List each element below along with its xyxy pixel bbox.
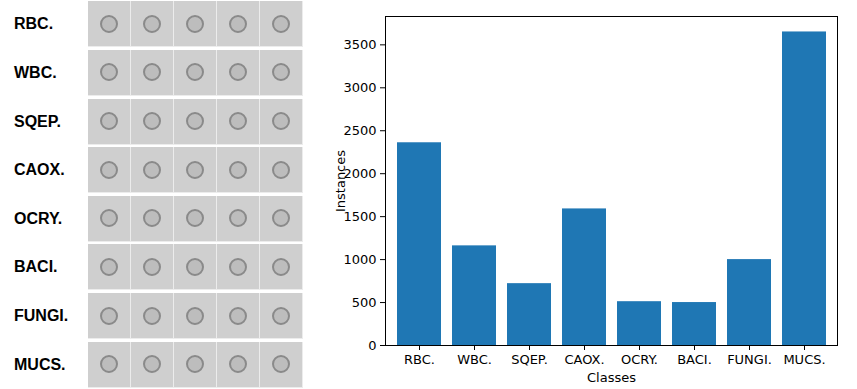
html-text:MUCS.: MUCS. <box>14 355 66 373</box>
html-text:CAOX.: CAOX. <box>14 161 65 179</box>
svg-text:Instances: Instances <box>333 150 348 212</box>
svg-text:OCRY.: OCRY. <box>621 352 658 367</box>
svg-text:3500: 3500 <box>343 37 376 52</box>
html-text:FUNGI.: FUNGI. <box>14 307 69 325</box>
svg-text:1500: 1500 <box>343 209 376 224</box>
svg-text:WBC.: WBC. <box>457 352 492 367</box>
svg-text:2000: 2000 <box>343 166 376 181</box>
svg-text:500: 500 <box>352 295 377 310</box>
html-text:SQEP.: SQEP. <box>14 112 61 130</box>
svg-text:CAOX.: CAOX. <box>564 352 604 367</box>
html-text:OCRY.: OCRY. <box>14 209 63 227</box>
svg-text:MUCS.: MUCS. <box>783 352 825 367</box>
svg-text:2500: 2500 <box>343 123 376 138</box>
svg-text:1000: 1000 <box>343 252 376 267</box>
svg-text:3000: 3000 <box>343 80 376 95</box>
svg-text:SQEP.: SQEP. <box>511 352 548 367</box>
svg-text:Classes: Classes <box>587 370 636 385</box>
svg-text:FUNGI.: FUNGI. <box>727 352 772 367</box>
html-text:RBC.: RBC. <box>14 15 54 33</box>
svg-text:RBC.: RBC. <box>404 352 435 367</box>
svg-text:0: 0 <box>368 338 376 353</box>
svg-text:BACI.: BACI. <box>677 352 712 367</box>
html-text:WBC.: WBC. <box>14 63 57 81</box>
html-text:BACI.: BACI. <box>14 258 58 276</box>
